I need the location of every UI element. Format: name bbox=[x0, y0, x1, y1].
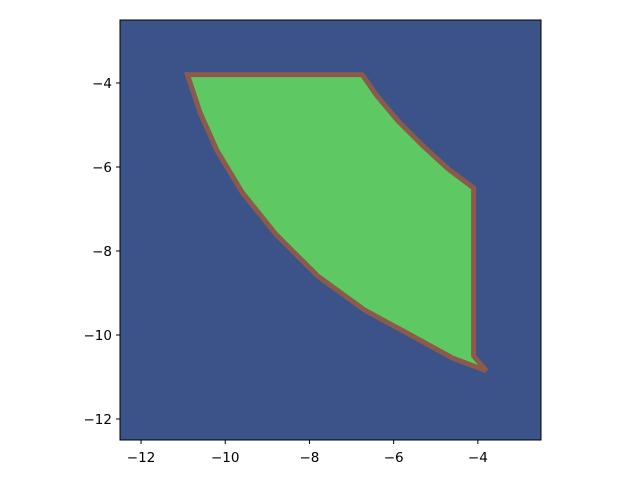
x-tick-label: −6 bbox=[384, 450, 404, 466]
y-tick-label: −8 bbox=[92, 244, 112, 260]
x-tick-label: −8 bbox=[299, 450, 319, 466]
y-axis: −12 −10 −8 −6 −4 bbox=[84, 76, 120, 428]
x-tick-label: −12 bbox=[127, 450, 156, 466]
y-tick-label: −10 bbox=[84, 328, 113, 344]
filled-region bbox=[183, 72, 489, 374]
x-tick-label: −10 bbox=[211, 450, 240, 466]
plot-area-frame bbox=[119, 19, 542, 441]
y-tick-label: −12 bbox=[84, 412, 113, 428]
x-axis: −12 −10 −8 −6 −4 bbox=[127, 440, 488, 466]
x-tick-label: −4 bbox=[468, 450, 488, 466]
y-tick-label: −6 bbox=[92, 160, 112, 176]
y-tick-label: −4 bbox=[92, 76, 112, 92]
